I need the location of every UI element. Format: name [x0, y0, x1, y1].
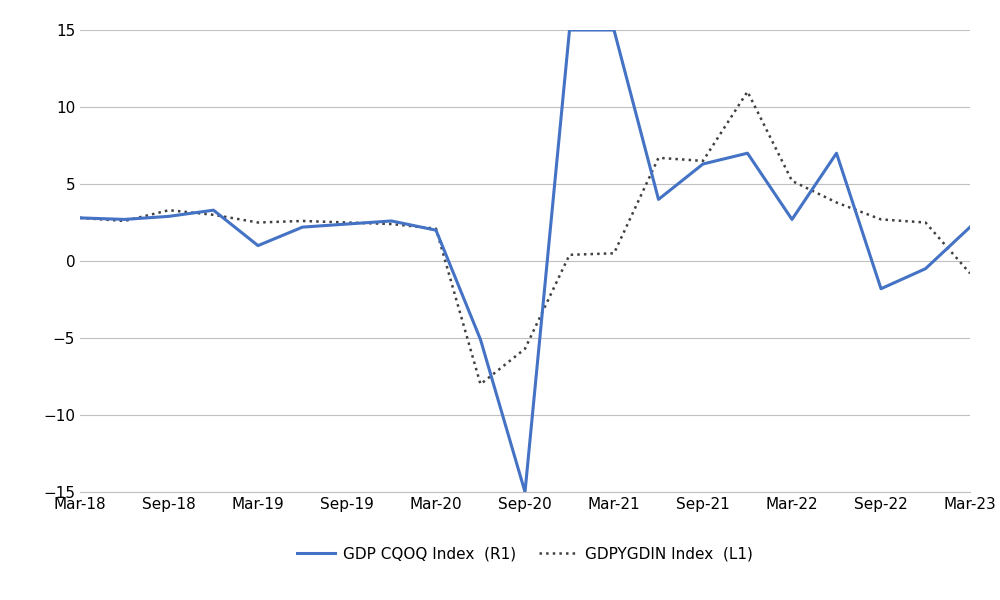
GDP CQOQ Index  (R1): [296, 224, 308, 231]
GDPYGDIN Index  (L1): [697, 157, 709, 164]
GDP CQOQ Index  (R1): [920, 265, 932, 272]
Legend: GDP CQOQ Index  (R1), GDPYGDIN Index  (L1): GDP CQOQ Index (R1), GDPYGDIN Index (L1): [291, 540, 759, 568]
GDPYGDIN Index  (L1): [252, 219, 264, 226]
GDPYGDIN Index  (L1): [163, 206, 175, 214]
GDPYGDIN Index  (L1): [564, 251, 576, 259]
GDP CQOQ Index  (R1): [74, 214, 86, 221]
GDP CQOQ Index  (R1): [474, 336, 486, 343]
GDP CQOQ Index  (R1): [742, 149, 754, 157]
GDPYGDIN Index  (L1): [118, 217, 130, 224]
GDPYGDIN Index  (L1): [341, 219, 353, 226]
GDPYGDIN Index  (L1): [208, 211, 220, 218]
GDPYGDIN Index  (L1): [786, 178, 798, 185]
GDP CQOQ Index  (R1): [252, 242, 264, 249]
GDP CQOQ Index  (R1): [519, 488, 531, 496]
GDP CQOQ Index  (R1): [208, 206, 220, 214]
GDPYGDIN Index  (L1): [652, 154, 664, 161]
GDPYGDIN Index  (L1): [608, 250, 620, 257]
GDP CQOQ Index  (R1): [875, 285, 887, 292]
GDP CQOQ Index  (R1): [830, 149, 842, 157]
GDP CQOQ Index  (R1): [430, 227, 442, 234]
GDP CQOQ Index  (R1): [697, 160, 709, 167]
GDP CQOQ Index  (R1): [386, 217, 398, 224]
GDPYGDIN Index  (L1): [519, 345, 531, 352]
GDPYGDIN Index  (L1): [830, 199, 842, 206]
GDPYGDIN Index  (L1): [430, 225, 442, 232]
GDP CQOQ Index  (R1): [341, 220, 353, 227]
GDPYGDIN Index  (L1): [474, 380, 486, 388]
GDP CQOQ Index  (R1): [118, 216, 130, 223]
GDP CQOQ Index  (R1): [163, 213, 175, 220]
GDP CQOQ Index  (R1): [652, 196, 664, 203]
GDPYGDIN Index  (L1): [386, 220, 398, 227]
GDPYGDIN Index  (L1): [742, 88, 754, 95]
GDPYGDIN Index  (L1): [296, 217, 308, 224]
GDP CQOQ Index  (R1): [786, 216, 798, 223]
GDP CQOQ Index  (R1): [564, 26, 576, 34]
GDPYGDIN Index  (L1): [875, 216, 887, 223]
GDP CQOQ Index  (R1): [608, 26, 620, 34]
Line: GDP CQOQ Index  (R1): GDP CQOQ Index (R1): [80, 30, 970, 492]
Line: GDPYGDIN Index  (L1): GDPYGDIN Index (L1): [80, 92, 970, 384]
GDPYGDIN Index  (L1): [964, 270, 976, 277]
GDPYGDIN Index  (L1): [74, 214, 86, 221]
GDP CQOQ Index  (R1): [964, 224, 976, 231]
GDPYGDIN Index  (L1): [920, 219, 932, 226]
